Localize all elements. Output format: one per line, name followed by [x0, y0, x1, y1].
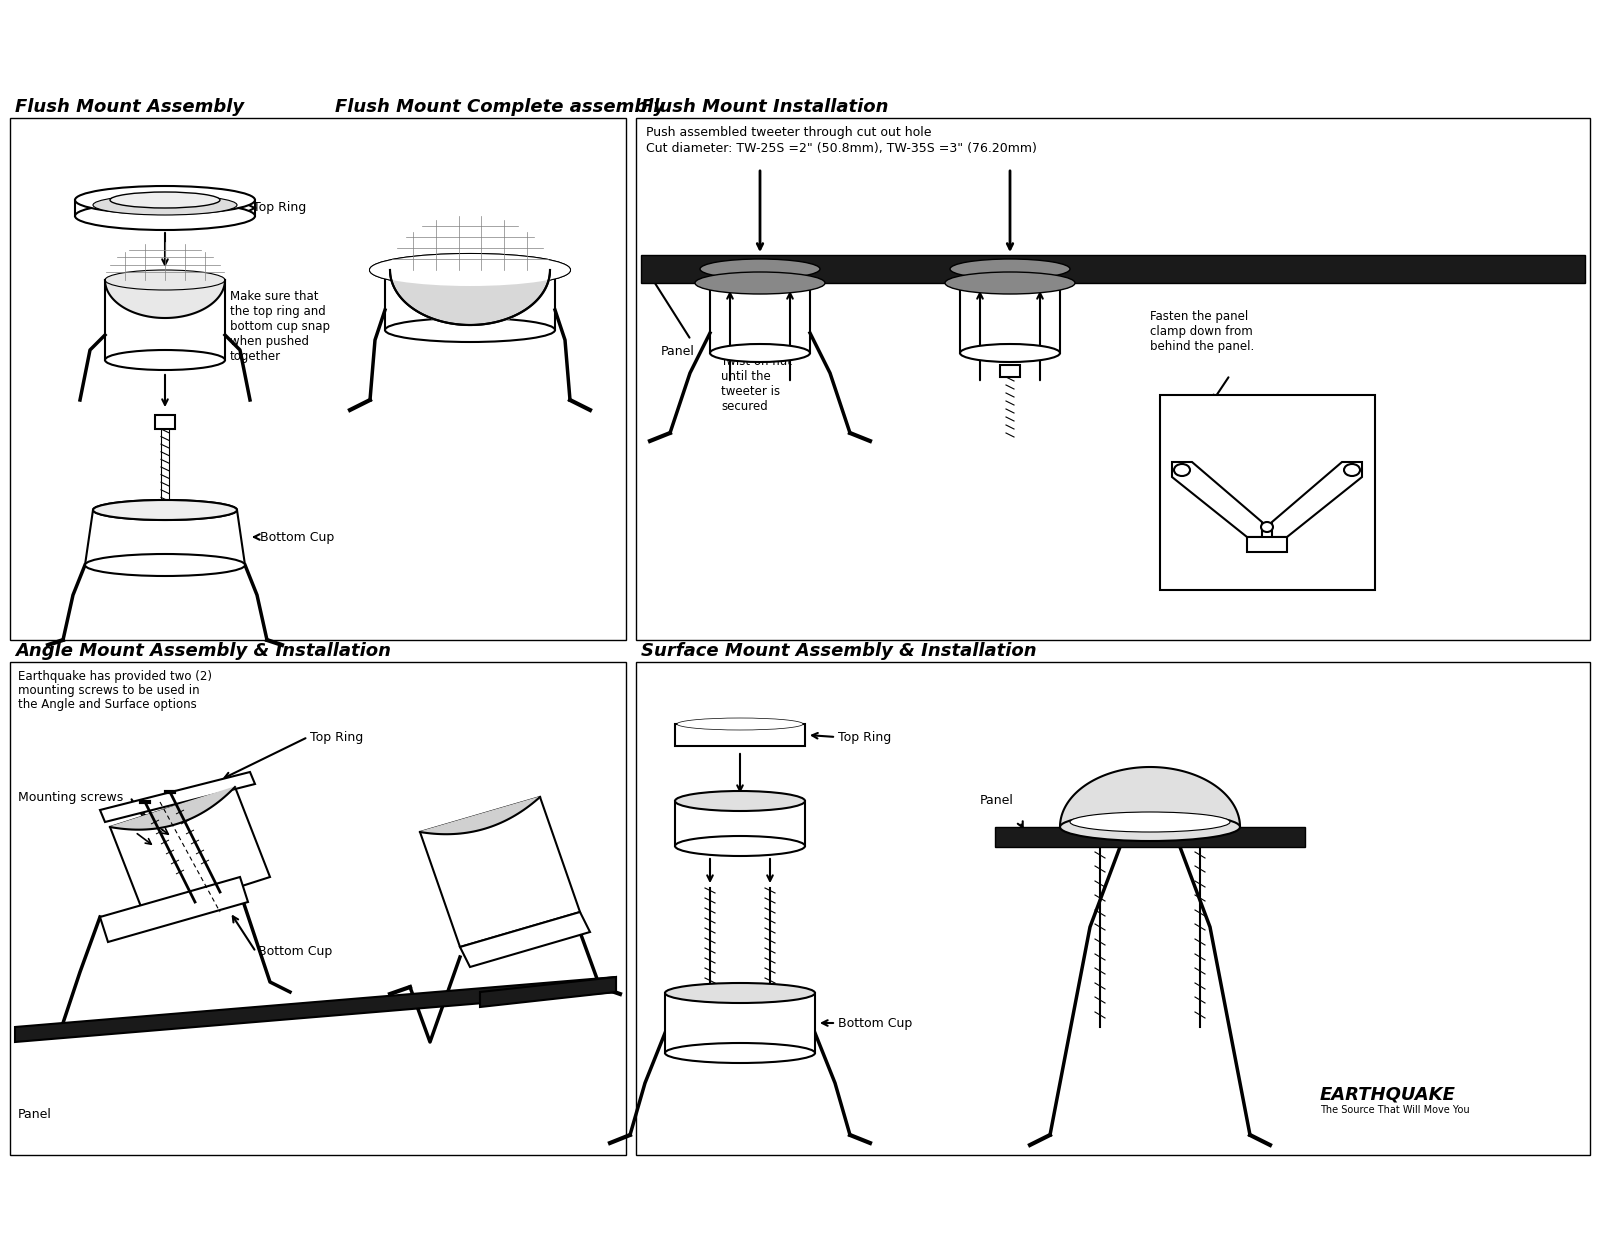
Text: Bottom Cup: Bottom Cup: [259, 531, 334, 543]
Ellipse shape: [1070, 811, 1230, 833]
Polygon shape: [461, 912, 590, 967]
Bar: [637, 662, 1590, 1155]
Polygon shape: [99, 772, 254, 823]
Text: mounting screws to be used in: mounting screws to be used in: [18, 684, 200, 696]
Bar: [995, 828, 1306, 847]
Text: Bottom Cup: Bottom Cup: [258, 945, 333, 959]
Text: Cut diameter: TW-25S =2" (50.8mm), TW-35S =3" (76.20mm): Cut diameter: TW-25S =2" (50.8mm), TW-35…: [646, 142, 1037, 155]
Ellipse shape: [666, 1043, 814, 1063]
Bar: [675, 802, 805, 846]
Bar: [637, 118, 1590, 640]
Ellipse shape: [370, 254, 570, 286]
Text: Angle Mount Assembly & Installation: Angle Mount Assembly & Installation: [14, 642, 390, 661]
Polygon shape: [1272, 461, 1362, 537]
Text: Surface Mount Assembly & Installation: Surface Mount Assembly & Installation: [642, 642, 1037, 661]
Ellipse shape: [386, 318, 555, 341]
Text: www.earthquakesound.com: www.earthquakesound.com: [562, 1189, 1038, 1217]
Bar: [666, 993, 814, 1053]
Ellipse shape: [946, 272, 1075, 294]
Ellipse shape: [93, 500, 237, 520]
Polygon shape: [85, 510, 245, 565]
Polygon shape: [1171, 461, 1262, 537]
Ellipse shape: [675, 836, 805, 856]
Text: TW-25S & TW-35S Installation Guide: TW-25S & TW-35S Installation Guide: [430, 27, 1170, 61]
Text: Panel: Panel: [18, 1108, 51, 1122]
Ellipse shape: [675, 790, 805, 811]
Text: Fasten the panel
clamp down from
behind the panel.: Fasten the panel clamp down from behind …: [1150, 310, 1254, 353]
Text: Twist on nut
until the
tweeter is
secured: Twist on nut until the tweeter is secure…: [722, 355, 792, 413]
Ellipse shape: [666, 983, 814, 1003]
Ellipse shape: [110, 192, 221, 208]
Text: Panel: Panel: [979, 794, 1014, 807]
Bar: [675, 724, 805, 746]
Ellipse shape: [1261, 522, 1274, 532]
Text: Top Ring: Top Ring: [253, 202, 306, 214]
Bar: [1000, 365, 1021, 377]
Bar: [642, 255, 1586, 283]
Ellipse shape: [370, 254, 570, 286]
Polygon shape: [110, 787, 235, 830]
Ellipse shape: [106, 350, 226, 370]
Text: Flush Mount Installation: Flush Mount Installation: [642, 98, 888, 116]
Ellipse shape: [1174, 464, 1190, 476]
Ellipse shape: [960, 344, 1059, 362]
Bar: [1160, 395, 1374, 590]
Polygon shape: [14, 977, 616, 1042]
Ellipse shape: [106, 270, 226, 289]
Ellipse shape: [950, 259, 1070, 280]
Text: Panel: Panel: [661, 345, 694, 357]
Text: Top Ring: Top Ring: [838, 731, 891, 743]
Ellipse shape: [710, 344, 810, 362]
Text: Push assembled tweeter through cut out hole: Push assembled tweeter through cut out h…: [646, 126, 931, 139]
Polygon shape: [419, 797, 579, 948]
Ellipse shape: [701, 259, 819, 280]
Text: The Source That Will Move You: The Source That Will Move You: [1320, 1105, 1470, 1115]
Ellipse shape: [75, 186, 254, 214]
Ellipse shape: [677, 717, 803, 730]
Ellipse shape: [93, 195, 237, 215]
Text: Make sure that
the top ring and
bottom cup snap
when pushed
together: Make sure that the top ring and bottom c…: [230, 289, 330, 362]
Text: Top Ring: Top Ring: [310, 731, 363, 743]
Text: Earthquake has provided two (2): Earthquake has provided two (2): [18, 670, 211, 683]
Bar: [10, 118, 626, 640]
Polygon shape: [419, 797, 541, 834]
Bar: [10, 662, 626, 1155]
Ellipse shape: [370, 254, 570, 286]
Text: Flush Mount Assembly: Flush Mount Assembly: [14, 98, 245, 116]
Polygon shape: [110, 787, 270, 917]
Polygon shape: [99, 877, 248, 943]
Text: the Angle and Surface options: the Angle and Surface options: [18, 698, 197, 711]
Ellipse shape: [1344, 464, 1360, 476]
Ellipse shape: [75, 202, 254, 230]
Text: Bottom Cup: Bottom Cup: [838, 1017, 912, 1029]
Text: Flush Mount Complete assembly: Flush Mount Complete assembly: [334, 98, 666, 116]
Ellipse shape: [1059, 813, 1240, 841]
Ellipse shape: [93, 500, 237, 520]
Polygon shape: [480, 977, 616, 1007]
Text: Mounting screws: Mounting screws: [18, 790, 123, 804]
Text: EARTHQUAKE: EARTHQUAKE: [1320, 1085, 1456, 1103]
Polygon shape: [1246, 537, 1286, 552]
Bar: [155, 414, 174, 429]
Text: Panel Clamp: Panel Clamp: [1229, 403, 1306, 416]
Ellipse shape: [85, 554, 245, 576]
Ellipse shape: [694, 272, 826, 294]
